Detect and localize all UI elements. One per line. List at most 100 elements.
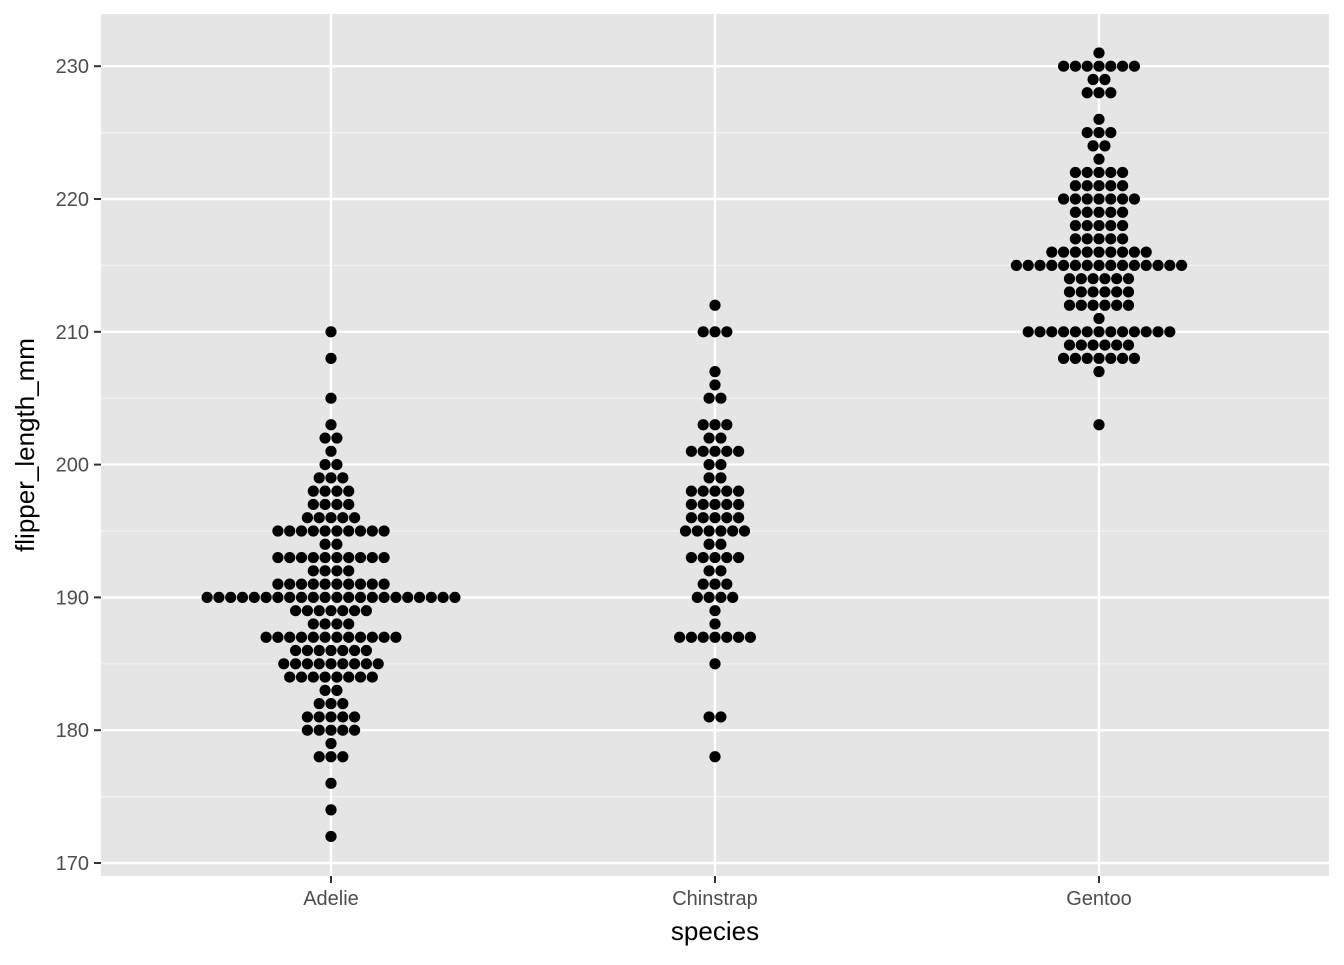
data-point [337, 472, 349, 484]
data-point [307, 565, 319, 577]
data-point [331, 538, 343, 550]
data-point [715, 591, 727, 604]
data-point [709, 485, 721, 497]
data-point [1058, 60, 1070, 72]
data-point [715, 538, 727, 550]
data-point [697, 551, 709, 564]
data-point [1105, 233, 1117, 245]
data-point [1075, 299, 1087, 311]
data-point [337, 711, 349, 723]
data-point [1069, 166, 1081, 179]
data-point [1117, 246, 1129, 258]
data-point [272, 551, 284, 564]
data-point [715, 565, 727, 577]
data-point [1164, 259, 1176, 271]
data-point [248, 591, 260, 604]
data-point [1058, 326, 1070, 338]
data-point [1093, 153, 1105, 165]
data-point [1152, 259, 1164, 271]
data-point [1117, 180, 1129, 192]
data-point [1022, 326, 1034, 338]
data-point [1140, 326, 1152, 338]
data-point [721, 551, 733, 564]
data-point [1176, 259, 1188, 271]
data-point [390, 631, 402, 643]
data-point [337, 644, 349, 657]
data-point [284, 525, 296, 537]
data-point [349, 644, 361, 657]
data-point [349, 605, 361, 617]
data-point [349, 724, 361, 736]
data-point [1081, 352, 1093, 364]
data-point [354, 591, 367, 604]
data-point [331, 578, 343, 590]
data-point [378, 551, 390, 564]
data-point [295, 671, 308, 683]
data-point [1093, 312, 1105, 325]
data-point [349, 512, 361, 524]
data-point [1117, 259, 1129, 271]
data-point [295, 578, 308, 590]
data-point [284, 631, 296, 643]
data-point [1099, 339, 1111, 351]
data-point [715, 392, 727, 404]
data-point [721, 498, 733, 511]
data-point [343, 485, 355, 497]
data-point [1058, 246, 1070, 258]
x-tick-label: Gentoo [1066, 888, 1132, 910]
data-point [284, 578, 296, 590]
data-point [284, 671, 296, 683]
data-point [709, 379, 721, 391]
data-point [425, 591, 437, 604]
data-point [325, 777, 337, 789]
data-point [331, 432, 343, 444]
data-point [313, 605, 325, 617]
data-point [313, 751, 325, 763]
data-point [1111, 273, 1123, 285]
data-point [709, 658, 721, 670]
data-point [709, 366, 721, 378]
data-point [744, 631, 757, 643]
data-point [337, 751, 349, 763]
data-point [201, 591, 213, 604]
data-point [1093, 246, 1105, 258]
data-point [1117, 352, 1129, 364]
data-point [1099, 73, 1111, 86]
data-point [733, 551, 745, 564]
data-point [1087, 140, 1099, 152]
data-point [1105, 246, 1117, 258]
data-point [685, 512, 698, 524]
data-point [1093, 87, 1105, 99]
data-point [343, 631, 355, 643]
data-point [325, 737, 337, 750]
data-point [733, 512, 745, 524]
data-point [685, 631, 698, 643]
data-point [301, 724, 313, 736]
data-point [319, 525, 331, 537]
data-point [307, 485, 319, 497]
data-point [1081, 193, 1093, 205]
data-point [1081, 87, 1093, 99]
data-point [709, 631, 721, 643]
data-point [1081, 60, 1093, 72]
data-point [1111, 339, 1123, 351]
data-point [679, 525, 692, 537]
data-point [319, 578, 331, 590]
data-point [727, 591, 739, 604]
data-point [331, 498, 343, 511]
data-point [733, 445, 745, 457]
data-point [709, 299, 721, 311]
data-point [295, 591, 308, 604]
data-point [721, 419, 733, 431]
data-point [360, 658, 372, 670]
data-point [325, 830, 337, 843]
y-tick-label: 190 [56, 587, 89, 609]
data-point [1081, 259, 1093, 271]
data-point [738, 525, 751, 537]
data-point [1128, 60, 1140, 72]
data-point [1105, 60, 1117, 72]
data-point [331, 551, 343, 564]
data-point [1010, 259, 1023, 271]
data-point [733, 485, 745, 497]
